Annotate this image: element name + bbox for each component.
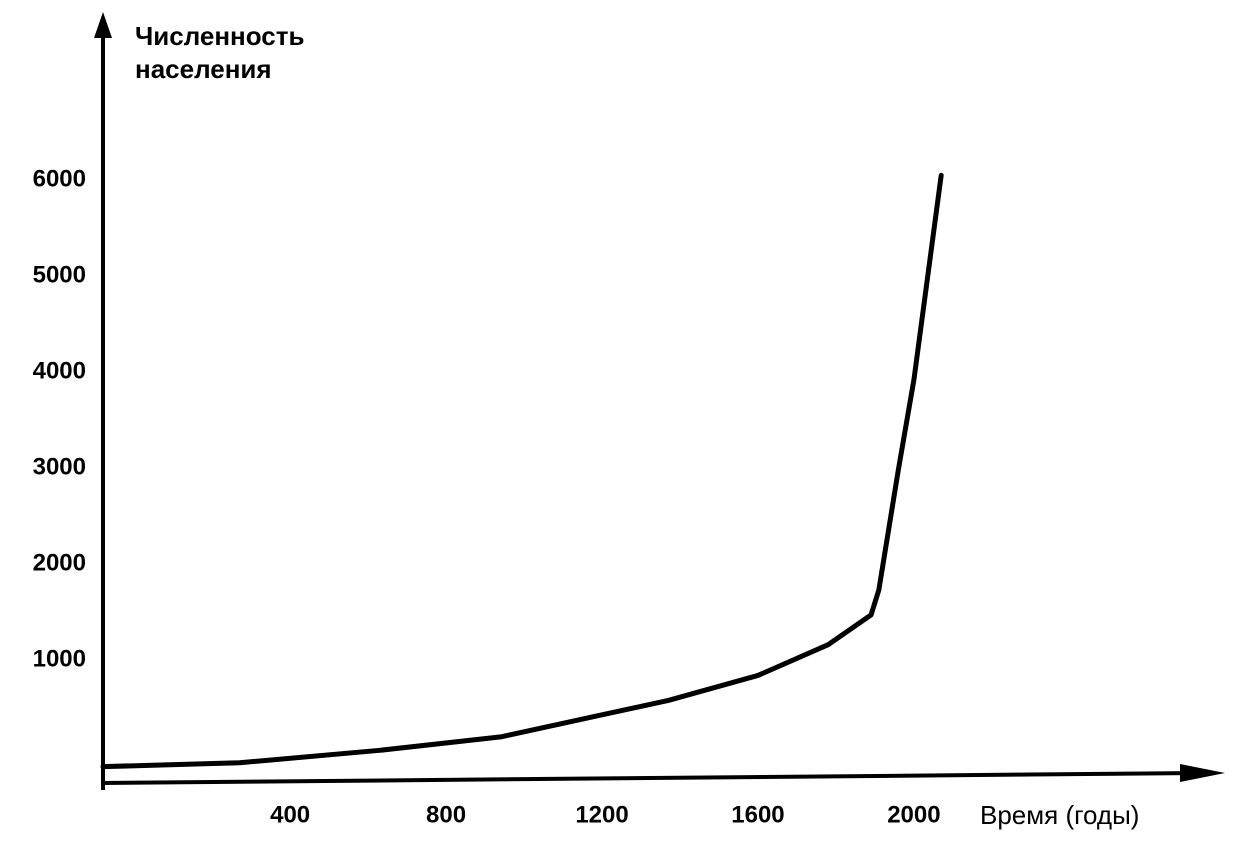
y-tick-label: 2000: [33, 549, 86, 576]
x-tick-label: 2000: [887, 801, 940, 828]
x-axis-label: Время (годы): [980, 800, 1139, 830]
y-axis-arrow: [94, 12, 112, 38]
x-axis: [100, 771, 1201, 785]
y-tick-label: 4000: [33, 357, 86, 384]
population-line: [100, 172, 944, 770]
y-tick-label: 3000: [33, 453, 86, 480]
x-tick-label: 800: [426, 801, 466, 828]
x-tick-label: 1600: [731, 801, 784, 828]
y-tick-label: 5000: [33, 261, 86, 288]
x-tick-label: 1200: [575, 801, 628, 828]
x-axis-arrow: [1180, 764, 1225, 782]
y-tick-label: 1000: [33, 645, 86, 672]
y-tick-label: 6000: [33, 165, 86, 192]
y-axis-label: Численность населения: [135, 21, 305, 84]
x-tick-label: 400: [270, 801, 310, 828]
